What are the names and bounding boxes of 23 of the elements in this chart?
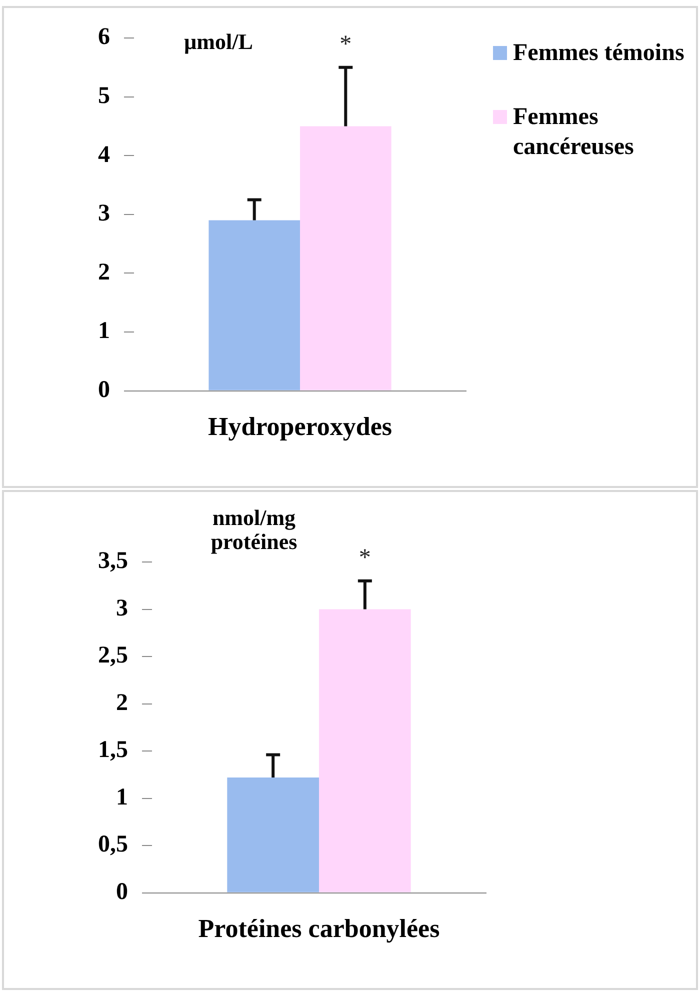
- y-tick-label: 4: [98, 142, 110, 168]
- y-tick-label: 2: [116, 690, 128, 716]
- y-tick-label: 5: [98, 83, 110, 110]
- y-tick-label: 3: [98, 200, 110, 227]
- annotation: *: [358, 545, 371, 572]
- y-tick-label: 2: [98, 259, 110, 286]
- y-axis-title: nmol/mg protéines: [210, 505, 298, 554]
- legend-label: Femmes cancéreuses: [513, 103, 635, 162]
- y-tick-label: 6: [98, 24, 110, 50]
- annotation: *: [340, 32, 352, 58]
- x-tick-label: Protéines carbonylées: [198, 914, 440, 944]
- y-tick-label: 1,5: [98, 737, 128, 764]
- y-axis-title: µmol/L: [184, 29, 253, 54]
- y-tick-label: 0: [98, 377, 110, 404]
- y-tick-label: 1: [98, 318, 110, 344]
- y-tick-label: 3: [116, 595, 128, 622]
- x-tick-label: Hydroperoxydes: [208, 412, 392, 442]
- y-tick-label: 1: [116, 784, 128, 810]
- y-tick-label: 0,5: [98, 832, 128, 858]
- y-tick-label: 2,5: [98, 642, 128, 669]
- y-tick-label: 3,5: [98, 548, 128, 574]
- y-tick-label: 0: [116, 879, 128, 906]
- legend-label: Femmes témoins: [513, 39, 684, 68]
